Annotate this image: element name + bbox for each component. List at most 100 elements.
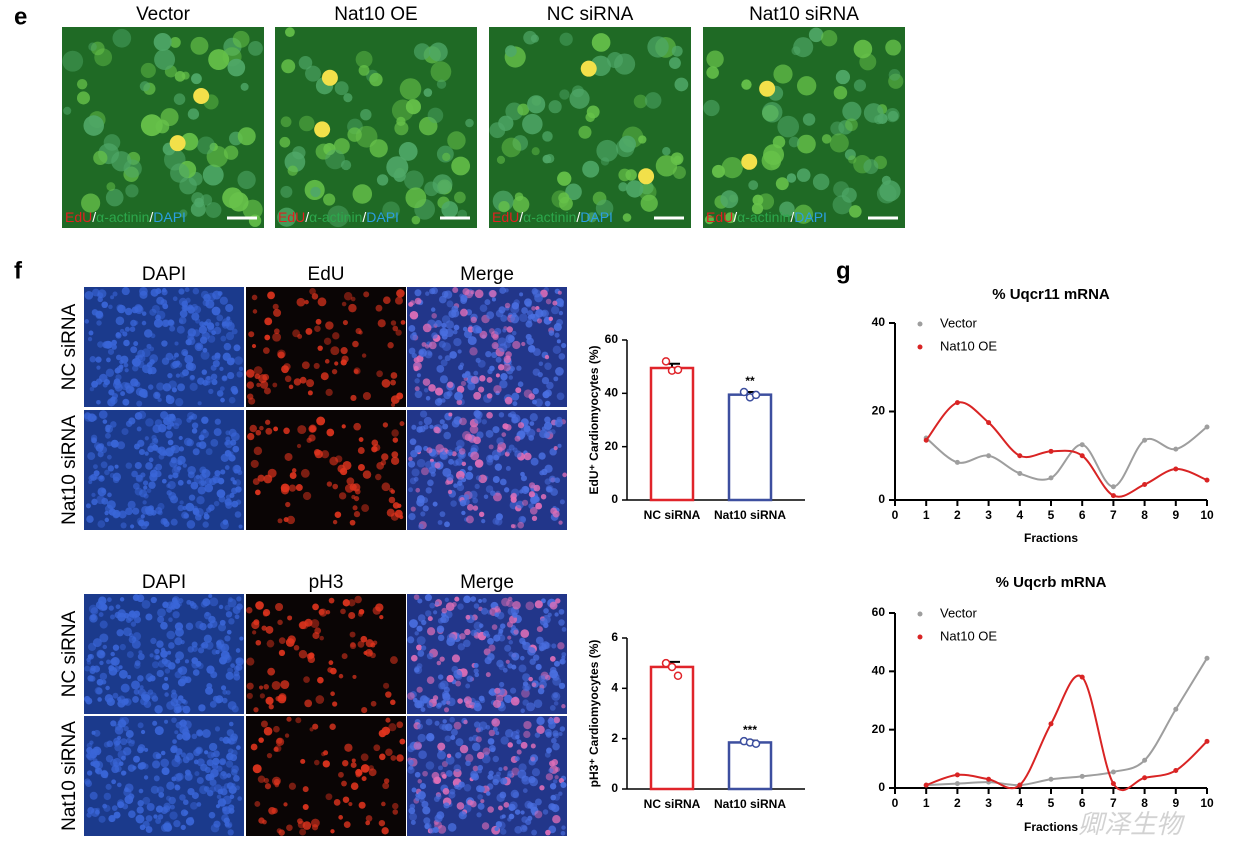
cell [155,753,162,759]
data-point [1079,773,1085,779]
cell [390,755,397,761]
cell [314,449,323,459]
cell [308,652,315,659]
cell [341,424,346,429]
cell [111,779,117,785]
cell [460,380,467,387]
cell [447,489,453,495]
cell [622,213,632,222]
cell [802,113,816,126]
cell [209,477,217,486]
cell [143,485,148,490]
cell [260,720,268,728]
cell [476,751,485,760]
cell [427,479,434,487]
cell [499,478,507,486]
cell [175,373,181,378]
cell [633,94,648,109]
cell [204,750,209,755]
cell [191,641,198,648]
cell [448,458,454,465]
cell [498,805,503,811]
cell [350,641,356,648]
cell [361,504,370,513]
cell [703,99,720,117]
cell [543,608,549,614]
cell [104,510,109,516]
row-label: NC siRNA [59,303,80,390]
cell [409,438,417,446]
cell [437,824,447,834]
cell [614,53,636,75]
cell [248,41,263,56]
y-tick-label: 40 [872,664,886,678]
cell [246,607,253,614]
cell [330,829,335,834]
cell [211,306,221,316]
cell [246,657,255,666]
cell [383,682,390,689]
cell [263,726,273,736]
cell [344,484,354,493]
cell [143,775,149,780]
cell [395,296,403,305]
legend-label: Nat10 OE [940,338,997,353]
cell [414,771,421,778]
cell [561,342,567,349]
cell [433,426,441,434]
cell [202,521,209,528]
cell [184,659,189,664]
cell [462,288,470,296]
cell [155,805,164,813]
cell [133,689,140,695]
cell [481,607,489,615]
data-point [1204,655,1210,661]
cell [328,597,335,604]
cell [561,704,566,709]
cell [125,730,134,738]
cell [549,783,557,790]
cell [808,27,824,43]
y-tick-label: 20 [605,439,619,453]
cell [227,58,246,77]
cell [99,672,108,681]
cell [120,355,129,364]
cell [109,396,118,405]
cell [206,507,212,513]
cell [111,344,117,350]
panel-letter: f [14,257,23,284]
cell [202,164,224,186]
cell [215,695,224,704]
cell [235,664,243,671]
micrograph [246,716,406,836]
cell [311,824,319,831]
series-line [926,657,1208,787]
cell [773,64,793,84]
cell [146,362,153,368]
cell [423,88,433,97]
cell [96,678,104,686]
cell [425,291,430,296]
cell [155,655,160,660]
cell [162,383,172,392]
cell [275,602,284,612]
cell [458,476,464,483]
cell [283,517,289,523]
cell [99,620,108,629]
cell [413,365,419,372]
bar [727,741,773,791]
cell [132,696,139,703]
cell [186,417,192,423]
cell [105,685,110,691]
cell [127,500,136,509]
cell [116,782,122,788]
cell [492,426,500,434]
cell [505,659,510,664]
caption-part: EdU [278,209,305,225]
cell [386,156,409,179]
cell [123,725,129,732]
cell [151,438,159,445]
series-line [925,674,1208,792]
cell [208,388,214,395]
cell [106,182,116,192]
